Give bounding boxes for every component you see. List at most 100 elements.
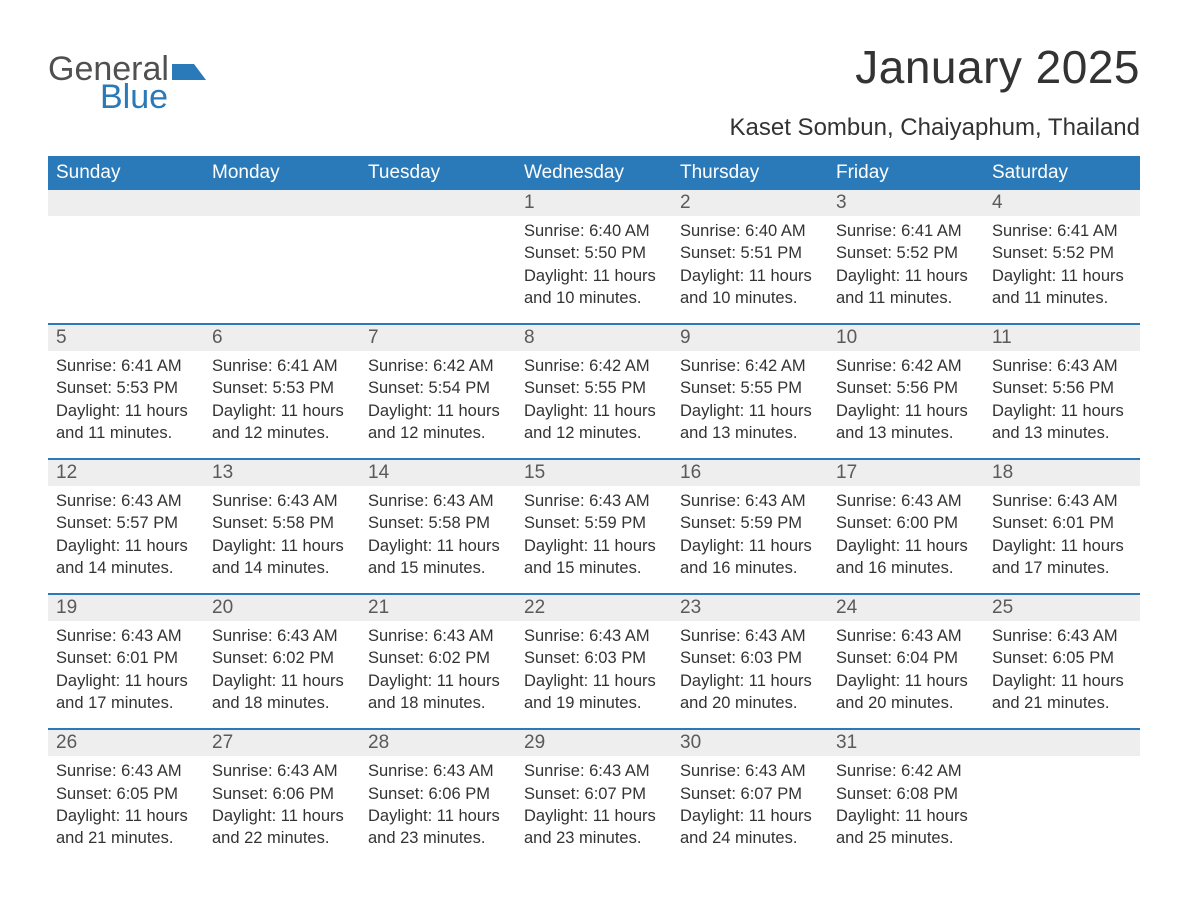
- day-number: 29: [516, 730, 672, 756]
- sunrise-line: Sunrise: 6:43 AM: [680, 490, 820, 512]
- day-number: 30: [672, 730, 828, 756]
- day-number: 10: [828, 325, 984, 351]
- day-body: Sunrise: 6:43 AMSunset: 6:04 PMDaylight:…: [828, 621, 984, 728]
- day-number: 26: [48, 730, 204, 756]
- daylight-line: Daylight: 11 hours and 16 minutes.: [680, 535, 820, 580]
- daylight-line: Daylight: 11 hours and 11 minutes.: [56, 400, 196, 445]
- daylight-line: Daylight: 11 hours and 15 minutes.: [368, 535, 508, 580]
- daylight-line: Daylight: 11 hours and 25 minutes.: [836, 805, 976, 850]
- sunset-line: Sunset: 6:06 PM: [368, 783, 508, 805]
- sunrise-line: Sunrise: 6:42 AM: [680, 355, 820, 377]
- sunset-line: Sunset: 6:06 PM: [212, 783, 352, 805]
- body-row: Sunrise: 6:40 AMSunset: 5:50 PMDaylight:…: [48, 216, 1140, 323]
- sunset-line: Sunset: 5:58 PM: [368, 512, 508, 534]
- day-body: Sunrise: 6:43 AMSunset: 6:05 PMDaylight:…: [48, 756, 204, 863]
- sunset-line: Sunset: 5:52 PM: [992, 242, 1132, 264]
- sunrise-line: Sunrise: 6:41 AM: [836, 220, 976, 242]
- sunrise-line: Sunrise: 6:43 AM: [524, 625, 664, 647]
- sunrise-line: Sunrise: 6:42 AM: [836, 355, 976, 377]
- logo-flag-icon: [172, 58, 206, 85]
- sunrise-line: Sunrise: 6:43 AM: [212, 760, 352, 782]
- day-number: 31: [828, 730, 984, 756]
- location: Kaset Sombun, Chaiyaphum, Thailand: [730, 114, 1140, 142]
- sunrise-line: Sunrise: 6:42 AM: [368, 355, 508, 377]
- day-number: 4: [984, 190, 1140, 216]
- day-body: Sunrise: 6:41 AMSunset: 5:53 PMDaylight:…: [204, 351, 360, 458]
- day-body: Sunrise: 6:42 AMSunset: 5:54 PMDaylight:…: [360, 351, 516, 458]
- day-body: Sunrise: 6:42 AMSunset: 5:55 PMDaylight:…: [516, 351, 672, 458]
- day-number: 7: [360, 325, 516, 351]
- sunset-line: Sunset: 6:02 PM: [212, 647, 352, 669]
- day-number: 3: [828, 190, 984, 216]
- day-body: Sunrise: 6:41 AMSunset: 5:52 PMDaylight:…: [828, 216, 984, 323]
- daylight-line: Daylight: 11 hours and 12 minutes.: [368, 400, 508, 445]
- sunrise-line: Sunrise: 6:43 AM: [680, 625, 820, 647]
- sunrise-line: Sunrise: 6:41 AM: [56, 355, 196, 377]
- daylight-line: Daylight: 11 hours and 21 minutes.: [992, 670, 1132, 715]
- daynum-row: 12131415161718: [48, 458, 1140, 486]
- daynum-row: 1234: [48, 190, 1140, 216]
- day-body: Sunrise: 6:41 AMSunset: 5:53 PMDaylight:…: [48, 351, 204, 458]
- sunset-line: Sunset: 6:05 PM: [56, 783, 196, 805]
- sunrise-line: Sunrise: 6:41 AM: [212, 355, 352, 377]
- sunset-line: Sunset: 6:01 PM: [992, 512, 1132, 534]
- daylight-line: Daylight: 11 hours and 21 minutes.: [56, 805, 196, 850]
- sunrise-line: Sunrise: 6:43 AM: [992, 355, 1132, 377]
- day-number: 27: [204, 730, 360, 756]
- daylight-line: Daylight: 11 hours and 23 minutes.: [368, 805, 508, 850]
- body-row: Sunrise: 6:41 AMSunset: 5:53 PMDaylight:…: [48, 351, 1140, 458]
- sunset-line: Sunset: 5:53 PM: [56, 377, 196, 399]
- title-block: January 2025 Kaset Sombun, Chaiyaphum, T…: [730, 40, 1140, 142]
- day-body: [360, 216, 516, 323]
- day-number: 16: [672, 460, 828, 486]
- daynum-row: 19202122232425: [48, 593, 1140, 621]
- sunset-line: Sunset: 5:50 PM: [524, 242, 664, 264]
- month-title: January 2025: [730, 40, 1140, 94]
- daylight-line: Daylight: 11 hours and 15 minutes.: [524, 535, 664, 580]
- day-body: Sunrise: 6:43 AMSunset: 6:01 PMDaylight:…: [48, 621, 204, 728]
- daylight-line: Daylight: 11 hours and 13 minutes.: [992, 400, 1132, 445]
- day-number: [360, 190, 516, 216]
- day-number: 22: [516, 595, 672, 621]
- day-body: Sunrise: 6:42 AMSunset: 6:08 PMDaylight:…: [828, 756, 984, 863]
- header: General Blue January 2025 Kaset Sombun, …: [48, 40, 1140, 142]
- sunset-line: Sunset: 5:56 PM: [992, 377, 1132, 399]
- daylight-line: Daylight: 11 hours and 14 minutes.: [212, 535, 352, 580]
- day-body: Sunrise: 6:41 AMSunset: 5:52 PMDaylight:…: [984, 216, 1140, 323]
- sunset-line: Sunset: 6:04 PM: [836, 647, 976, 669]
- daylight-line: Daylight: 11 hours and 20 minutes.: [836, 670, 976, 715]
- day-body: Sunrise: 6:43 AMSunset: 6:01 PMDaylight:…: [984, 486, 1140, 593]
- day-number: 14: [360, 460, 516, 486]
- day-number: 25: [984, 595, 1140, 621]
- day-body: [984, 756, 1140, 863]
- dow-cell: Wednesday: [516, 156, 672, 190]
- sunset-line: Sunset: 5:53 PM: [212, 377, 352, 399]
- sunset-line: Sunset: 5:59 PM: [524, 512, 664, 534]
- dow-cell: Friday: [828, 156, 984, 190]
- sunset-line: Sunset: 5:58 PM: [212, 512, 352, 534]
- sunset-line: Sunset: 5:56 PM: [836, 377, 976, 399]
- sunset-line: Sunset: 6:00 PM: [836, 512, 976, 534]
- daynum-row: 567891011: [48, 323, 1140, 351]
- day-body: Sunrise: 6:43 AMSunset: 6:07 PMDaylight:…: [516, 756, 672, 863]
- sunrise-line: Sunrise: 6:43 AM: [836, 490, 976, 512]
- daylight-line: Daylight: 11 hours and 20 minutes.: [680, 670, 820, 715]
- sunrise-line: Sunrise: 6:42 AM: [524, 355, 664, 377]
- sunrise-line: Sunrise: 6:43 AM: [992, 625, 1132, 647]
- sunset-line: Sunset: 6:07 PM: [680, 783, 820, 805]
- day-number: [984, 730, 1140, 756]
- sunrise-line: Sunrise: 6:43 AM: [368, 490, 508, 512]
- sunrise-line: Sunrise: 6:43 AM: [56, 625, 196, 647]
- day-number: [48, 190, 204, 216]
- day-body: Sunrise: 6:43 AMSunset: 6:05 PMDaylight:…: [984, 621, 1140, 728]
- sunrise-line: Sunrise: 6:43 AM: [524, 490, 664, 512]
- daylight-line: Daylight: 11 hours and 11 minutes.: [836, 265, 976, 310]
- sunset-line: Sunset: 6:03 PM: [680, 647, 820, 669]
- dow-cell: Thursday: [672, 156, 828, 190]
- daylight-line: Daylight: 11 hours and 12 minutes.: [524, 400, 664, 445]
- daylight-line: Daylight: 11 hours and 19 minutes.: [524, 670, 664, 715]
- daylight-line: Daylight: 11 hours and 22 minutes.: [212, 805, 352, 850]
- daylight-line: Daylight: 11 hours and 13 minutes.: [836, 400, 976, 445]
- sunset-line: Sunset: 5:54 PM: [368, 377, 508, 399]
- day-number: 2: [672, 190, 828, 216]
